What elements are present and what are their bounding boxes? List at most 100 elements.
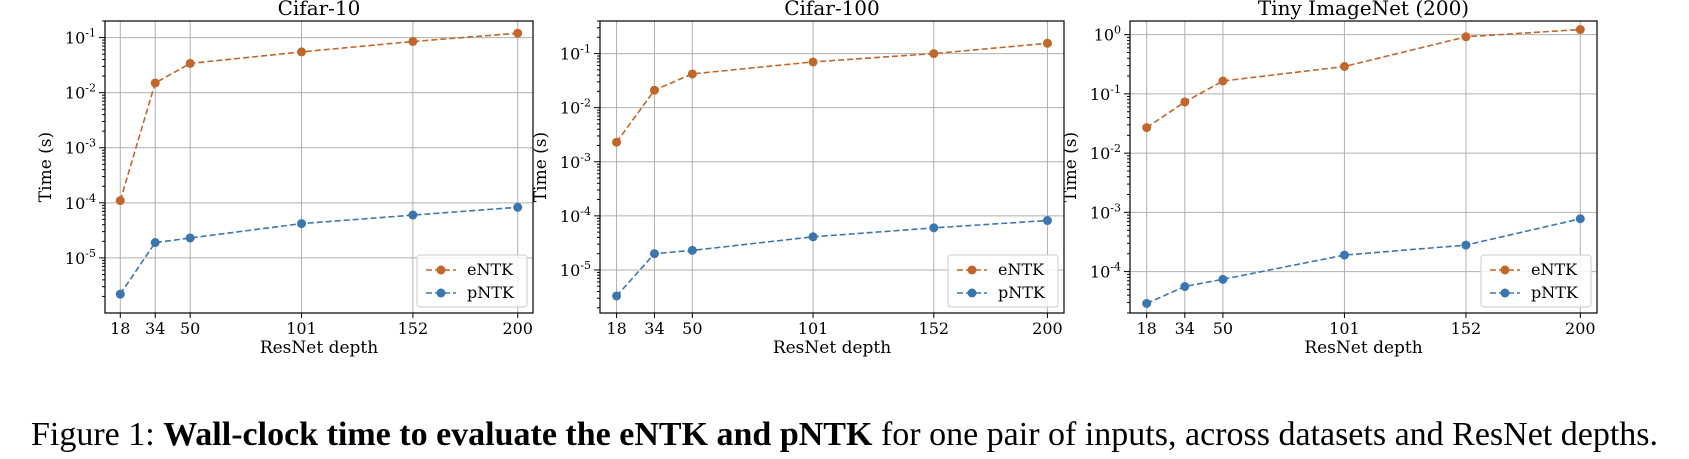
y-tick-label: 10-3 bbox=[1090, 201, 1121, 222]
data-point-pntk bbox=[1042, 216, 1052, 226]
chart-0: 18 34 50 101 152 200 10-5 10-4 10-3 10-2 10-1 Cifar… bbox=[36, 0, 534, 358]
legend-label: eNTK bbox=[1531, 260, 1578, 279]
series-line-pntk bbox=[119, 206, 518, 295]
data-point-pntk bbox=[1575, 214, 1585, 224]
data-point-pntk bbox=[687, 245, 697, 255]
data-point-entk bbox=[929, 49, 939, 59]
data-point-entk bbox=[612, 137, 622, 147]
figure-caption: Figure 1: Wall-clock time to evaluate th… bbox=[0, 418, 1689, 452]
data-point-entk bbox=[1142, 123, 1152, 133]
data-point-pntk bbox=[1142, 298, 1152, 308]
data-point-entk bbox=[1218, 76, 1228, 86]
data-point-entk bbox=[150, 78, 160, 88]
data-point-entk bbox=[1461, 32, 1471, 42]
data-point-entk bbox=[808, 57, 818, 67]
data-point-pntk bbox=[150, 238, 160, 248]
data-point-pntk bbox=[1339, 250, 1349, 260]
series-line-pntk bbox=[616, 219, 1048, 297]
x-tick-label: 101 bbox=[1329, 319, 1360, 338]
y-tick-label: 10-1 bbox=[1090, 83, 1121, 104]
y-axis-label: Time (s) bbox=[531, 132, 551, 202]
legend-marker bbox=[436, 265, 446, 275]
data-point-entk bbox=[297, 47, 307, 57]
y-tick-label: 10-4 bbox=[1090, 261, 1121, 282]
figure: 18 34 50 101 152 200 10-5 10-4 10-3 10-2 10-1 Cifar… bbox=[36, 0, 1598, 358]
data-point-entk bbox=[1042, 38, 1052, 48]
legend-label: eNTK bbox=[998, 260, 1045, 279]
x-tick-label: 200 bbox=[502, 319, 533, 338]
chart-title: Tiny ImageNet (200) bbox=[1258, 0, 1469, 20]
data-point-entk bbox=[1180, 97, 1190, 107]
axes-frame bbox=[599, 20, 1065, 314]
axes-frame bbox=[1129, 20, 1598, 314]
x-tick-label: 152 bbox=[919, 319, 950, 338]
y-tick-label: 10-1 bbox=[65, 27, 96, 48]
y-tick-label: 10-3 bbox=[560, 151, 591, 172]
legend-marker bbox=[1500, 265, 1510, 275]
y-tick-label: 100 bbox=[1094, 24, 1121, 45]
y-tick-label: 10-2 bbox=[560, 97, 591, 118]
legend-marker bbox=[967, 288, 977, 298]
axes-frame bbox=[104, 20, 534, 314]
legend-label: pNTK bbox=[467, 283, 515, 302]
x-axis-label: ResNet depth bbox=[1304, 338, 1422, 358]
x-tick-label: 18 bbox=[606, 319, 626, 338]
data-point-pntk bbox=[115, 289, 125, 299]
caption-rest: for one pair of inputs, across datasets … bbox=[872, 416, 1659, 453]
legend-label: eNTK bbox=[467, 260, 514, 279]
data-point-entk bbox=[115, 196, 125, 206]
x-axis-label: ResNet depth bbox=[260, 338, 378, 358]
chart-1: 18 34 50 101 152 200 10-5 10-4 10-3 10-2 10-1 Cifar… bbox=[531, 0, 1065, 358]
x-tick-label: 18 bbox=[110, 319, 130, 338]
data-point-entk bbox=[1575, 25, 1585, 35]
y-tick-label: 10-2 bbox=[65, 82, 96, 103]
legend-marker bbox=[967, 265, 977, 275]
y-tick-label: 10-2 bbox=[1090, 142, 1121, 163]
series-line-entk bbox=[615, 42, 1048, 143]
x-tick-label: 200 bbox=[1565, 319, 1596, 338]
x-tick-label: 34 bbox=[145, 319, 165, 338]
data-point-pntk bbox=[808, 232, 818, 242]
data-point-entk bbox=[1339, 61, 1349, 71]
data-point-pntk bbox=[649, 249, 659, 259]
x-tick-label: 50 bbox=[682, 319, 702, 338]
legend-marker bbox=[436, 288, 446, 298]
y-tick-label: 10-1 bbox=[560, 43, 591, 64]
x-tick-label: 101 bbox=[286, 319, 317, 338]
chart-title: Cifar-10 bbox=[278, 0, 361, 20]
x-tick-label: 152 bbox=[398, 319, 429, 338]
x-tick-label: 152 bbox=[1451, 319, 1482, 338]
x-tick-label: 50 bbox=[180, 319, 200, 338]
data-point-pntk bbox=[408, 210, 418, 220]
data-point-entk bbox=[513, 28, 523, 38]
x-tick-label: 50 bbox=[1213, 319, 1233, 338]
data-point-entk bbox=[649, 85, 659, 95]
y-tick-label: 10-5 bbox=[65, 247, 96, 268]
data-point-entk bbox=[687, 69, 697, 79]
x-tick-label: 101 bbox=[798, 319, 829, 338]
data-point-pntk bbox=[1218, 274, 1228, 284]
legend-marker bbox=[1500, 288, 1510, 298]
series-line-pntk bbox=[1146, 218, 1581, 305]
data-point-pntk bbox=[1461, 240, 1471, 250]
x-tick-label: 34 bbox=[1175, 319, 1195, 338]
legend-label: pNTK bbox=[1531, 283, 1579, 302]
data-point-pntk bbox=[513, 202, 523, 212]
data-point-pntk bbox=[185, 233, 195, 243]
x-tick-label: 200 bbox=[1032, 319, 1063, 338]
y-tick-label: 10-3 bbox=[65, 137, 96, 158]
legend-label: pNTK bbox=[998, 283, 1046, 302]
data-point-pntk bbox=[612, 291, 622, 301]
caption-bold: Wall-clock time to evaluate the eNTK and… bbox=[163, 416, 873, 453]
data-point-entk bbox=[185, 58, 195, 68]
data-point-entk bbox=[408, 36, 418, 46]
data-point-pntk bbox=[1180, 282, 1190, 292]
data-point-pntk bbox=[297, 219, 307, 229]
data-point-pntk bbox=[929, 223, 939, 233]
series-line-entk bbox=[119, 32, 518, 201]
series-line-entk bbox=[1146, 28, 1581, 129]
y-tick-label: 10-4 bbox=[560, 205, 591, 226]
chart-2: 18 34 50 101 152 200 10-4 10-3 10-2 10-1 100 Tiny I… bbox=[1061, 0, 1598, 358]
y-tick-label: 10-5 bbox=[560, 259, 591, 280]
y-tick-label: 10-4 bbox=[65, 192, 96, 213]
